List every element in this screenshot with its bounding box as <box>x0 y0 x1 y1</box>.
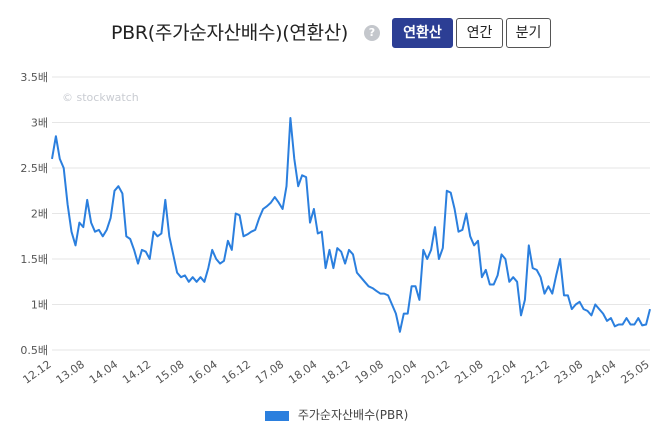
pbr-line-chart: 0.5배 1배 1.5배 2배 2.5배 3배 3.5배 12.12 13.08 14.04 14… <box>20 71 651 387</box>
chart-title: PBR(주가순자산배수)(연환산) <box>111 22 349 44</box>
x-tick-label: 22.12 <box>519 358 552 387</box>
legend-label: 주가순자산배수(PBR) <box>297 408 409 422</box>
legend[interactable]: 주가순자산배수(PBR) <box>265 406 408 423</box>
x-tick-label: 25.05 <box>618 358 651 387</box>
watermark: © stockwatch <box>62 91 139 104</box>
x-tick-label: 12.12 <box>20 358 53 387</box>
grid-lines <box>52 76 650 351</box>
y-tick-label: 2.5배 <box>20 162 48 175</box>
quarterly-button[interactable]: 분기 <box>506 18 551 48</box>
x-axis-ticks: 12.12 13.08 14.04 14.12 15.08 16.04 16.12 17.08… <box>20 358 651 387</box>
y-axis-ticks: 0.5배 1배 1.5배 2배 2.5배 3배 3.5배 <box>20 71 48 357</box>
x-tick-label: 15.08 <box>153 358 186 387</box>
y-tick-label: 3.5배 <box>20 71 48 84</box>
annualized-button[interactable]: 연환산 <box>392 18 453 48</box>
x-tick-label: 19.08 <box>353 358 386 387</box>
x-tick-label: 14.12 <box>120 358 153 387</box>
x-tick-label: 21.08 <box>452 358 485 387</box>
y-tick-label: 1배 <box>31 299 48 312</box>
x-tick-label: 20.04 <box>386 358 419 387</box>
y-tick-label: 3배 <box>31 117 48 130</box>
x-tick-label: 18.04 <box>286 358 319 387</box>
x-tick-label: 24.04 <box>585 358 618 387</box>
x-tick-label: 18.12 <box>319 358 352 387</box>
x-tick-label: 20.12 <box>419 358 452 387</box>
help-icon[interactable]: ? <box>364 25 380 41</box>
x-tick-label: 13.08 <box>54 358 87 387</box>
x-tick-label: 17.08 <box>253 358 286 387</box>
y-tick-label: 0.5배 <box>20 344 48 357</box>
x-tick-label: 14.04 <box>87 358 120 387</box>
x-tick-label: 16.12 <box>220 358 253 387</box>
annual-button[interactable]: 연간 <box>456 18 503 48</box>
legend-swatch <box>265 410 289 421</box>
y-tick-label: 1.5배 <box>20 253 48 266</box>
x-tick-label: 23.08 <box>552 358 585 387</box>
x-tick-label: 16.04 <box>187 358 220 387</box>
chart-header: PBR(주가순자산배수)(연환산) ? 연환산 연간 분기 <box>0 14 669 50</box>
y-tick-label: 2배 <box>31 208 48 221</box>
x-tick-label: 22.04 <box>486 358 519 387</box>
series-layer <box>51 117 651 333</box>
pbr-series-line <box>51 117 651 333</box>
